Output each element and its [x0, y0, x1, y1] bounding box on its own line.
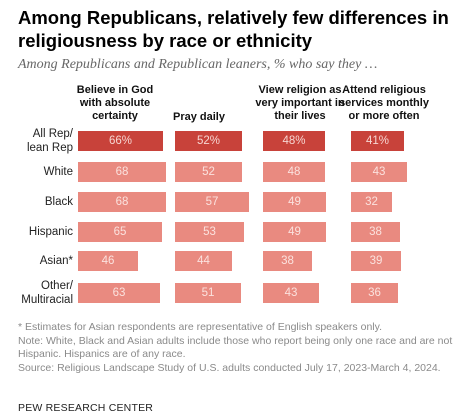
column-header-2: Pray daily: [173, 111, 225, 123]
bar-3-5: [263, 251, 312, 271]
bar-4-4: [351, 222, 400, 242]
bar-value-2-1: 52%: [196, 135, 221, 147]
row-label-6: Other/Multiracial: [21, 280, 73, 306]
bar-value-1-2: 68: [115, 166, 129, 178]
bar-value-1-3: 68: [115, 196, 129, 208]
bar-value-1-6: 63: [112, 287, 126, 299]
bar-value-2-4: 53: [203, 226, 216, 238]
bar-3-2: [263, 162, 325, 182]
bar-value-2-5: 44: [197, 255, 210, 267]
row-label-1: All Rep/lean Rep: [26, 128, 73, 154]
row-label-5: Asian*: [39, 255, 73, 267]
chart-subtitle: Among Republicans and Republican leaners…: [18, 57, 378, 72]
bar-2-6: [175, 283, 241, 303]
bar-value-3-2: 48: [287, 166, 301, 178]
bar-value-4-5: 39: [369, 255, 383, 267]
bar-value-4-2: 43: [372, 166, 386, 178]
bar-3-6: [263, 283, 319, 303]
asian-footnote: * Estimates for Asian respondents are re…: [18, 321, 382, 333]
source-text: Source: Religious Landscape Study of U.S…: [18, 361, 441, 374]
note-text: Note: White, Black and Asian adults incl…: [18, 334, 453, 361]
bar-4-5: [351, 251, 401, 271]
bar-4-2: [351, 162, 407, 182]
bar-value-3-1: 48%: [282, 135, 306, 147]
column-header-1: Believe in God with absolute certainty: [76, 84, 154, 122]
bar-4-1: [351, 131, 404, 151]
bar-4-6: [351, 283, 398, 303]
bar-1-6: [78, 283, 160, 303]
chart-notes: * Estimates for Asian respondents are re…: [18, 321, 458, 375]
bar-3-4: [263, 222, 326, 242]
bar-4-3: [351, 192, 392, 212]
bar-2-5: [175, 251, 232, 271]
bar-value-3-3: 49: [288, 196, 301, 208]
bar-value-3-4: 49: [288, 226, 301, 238]
bar-2-4: [175, 222, 244, 242]
bar-3-3: [263, 192, 326, 212]
bar-1-5: [78, 251, 138, 271]
bar-3-1: [263, 131, 325, 151]
pew-logo-text: PEW RESEARCH CENTER: [18, 402, 154, 414]
bar-value-3-6: 43: [284, 287, 298, 299]
bar-value-3-5: 38: [281, 255, 294, 267]
bar-value-1-4: 65: [113, 226, 127, 238]
bar-value-4-6: 36: [368, 287, 381, 299]
bar-2-3: [175, 192, 249, 212]
bar-value-4-3: 32: [365, 196, 378, 208]
bar-value-2-3: 57: [205, 196, 219, 208]
bar-value-2-6: 51: [201, 287, 215, 299]
bar-value-4-1: 41%: [365, 135, 390, 147]
column-header-4: Attend religious services monthly or mor…: [339, 84, 429, 122]
bar-1-4: [78, 222, 162, 242]
bar-1-1: [78, 131, 163, 151]
bar-value-1-1: 66%: [108, 135, 133, 147]
row-label-4: Hispanic: [28, 226, 73, 238]
bar-2-2: [175, 162, 242, 182]
bar-value-1-5: 46: [101, 255, 115, 267]
bar-1-2: [78, 162, 166, 182]
column-header-3: View religion as very important in their…: [255, 84, 345, 122]
chart-title: Among Republicans, relatively few differ…: [18, 7, 449, 51]
bar-2-1: [175, 131, 242, 151]
bar-1-3: [78, 192, 166, 212]
bar-value-2-2: 52: [202, 166, 215, 178]
row-label-3: Black: [44, 196, 73, 208]
row-label-2: White: [43, 166, 73, 178]
bar-value-4-4: 38: [369, 226, 382, 238]
